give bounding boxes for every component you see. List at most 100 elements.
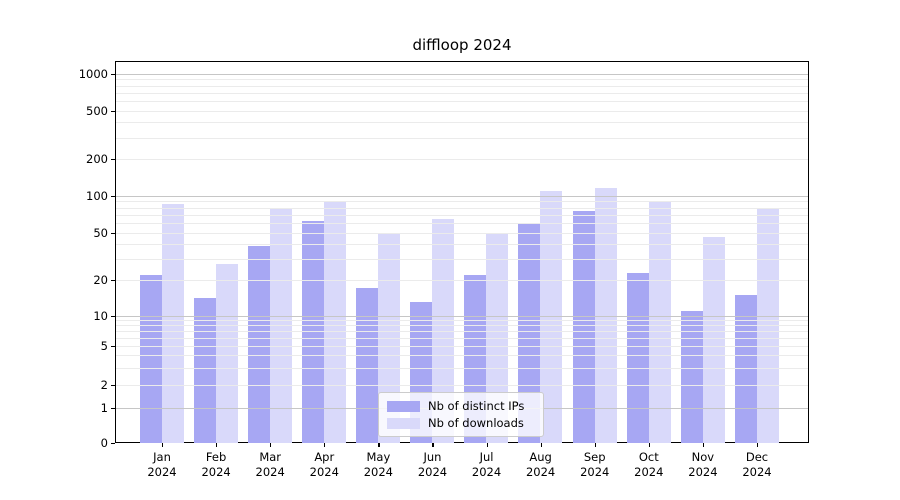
gridline-minor-6 (116, 337, 808, 339)
y-axis-tick-label-200: 200 (86, 152, 108, 166)
y-axis-tick-label-1: 1 (100, 401, 108, 415)
x-axis-tick-mark (270, 443, 272, 447)
legend-entry-downloads: Nb of downloads (387, 416, 535, 430)
gridline-minor-40 (116, 244, 808, 246)
bar-downloads-oct (648, 201, 671, 443)
gridline-minor-8 (116, 325, 808, 327)
bar-downloads-may (378, 232, 401, 443)
y-axis-tick-mark (111, 346, 115, 348)
bar-distinct-ips-feb (193, 298, 216, 443)
gridline-minor-700 (116, 92, 808, 94)
gridline-minor-60 (116, 223, 808, 225)
x-axis-tick-mark (757, 443, 759, 447)
chart-title: diffloop 2024 (412, 36, 512, 54)
x-axis-month-label-dec: Dec 2024 (742, 450, 772, 479)
y-axis-tick-mark (111, 159, 115, 161)
x-axis-month-label-mar: Mar 2024 (255, 450, 285, 479)
bar-downloads-sep (594, 188, 617, 443)
plot-area (115, 61, 809, 443)
x-axis-tick-mark (162, 443, 164, 447)
gridline-major-1000 (116, 73, 808, 75)
bar-distinct-ips-nov (680, 310, 703, 443)
y-axis-tick-mark (111, 316, 115, 318)
gridline-major-10 (116, 315, 808, 317)
x-axis-tick-mark (702, 443, 705, 447)
y-axis-tick-mark (111, 280, 115, 282)
legend-swatch-downloads-icon (387, 417, 420, 429)
gridline-minor-900 (116, 79, 808, 81)
x-axis-tick-mark (486, 443, 488, 447)
y-axis-tick-label-10: 10 (93, 309, 108, 323)
y-axis-tick-label-500: 500 (86, 104, 108, 118)
x-axis-tick-mark (378, 443, 380, 447)
bar-downloads-jan (161, 204, 184, 443)
x-axis-tick-mark (540, 443, 542, 447)
gridline-minor-50 (116, 232, 808, 234)
bar-downloads-mar (269, 207, 292, 443)
y-axis-tick-label-2: 2 (100, 378, 108, 392)
gridline-minor-5 (116, 345, 808, 347)
x-axis-tick-mark (216, 443, 218, 447)
legend-entry-distinct-ips: Nb of distinct IPs (387, 399, 535, 413)
gridline-minor-80 (116, 207, 808, 209)
x-axis-month-label-feb: Feb 2024 (201, 450, 231, 479)
gridline-minor-2 (116, 384, 808, 386)
y-axis-tick-label-20: 20 (93, 273, 108, 287)
x-axis-month-label-jul: Jul 2024 (471, 450, 502, 479)
bar-distinct-ips-may (356, 288, 379, 443)
y-axis-tick-label-100: 100 (86, 189, 108, 203)
y-axis-tick-mark (111, 196, 115, 198)
bar-distinct-ips-mar (247, 245, 270, 443)
x-axis-month-label-apr: Apr 2024 (309, 450, 339, 479)
gridline-minor-500 (116, 110, 808, 112)
bar-downloads-apr (324, 200, 347, 443)
gridline-minor-30 (116, 259, 808, 260)
bar-downloads-feb (215, 264, 238, 443)
x-axis-month-label-jun: Jun 2024 (417, 450, 448, 479)
y-axis-tick-mark (111, 233, 115, 235)
gridline-minor-70 (116, 214, 808, 216)
legend: Nb of distinct IPs Nb of downloads (378, 392, 544, 437)
gridline-minor-3 (116, 367, 808, 369)
gridline-minor-600 (116, 101, 808, 103)
y-axis-tick-label-0: 0 (100, 436, 108, 450)
y-axis-tick-mark (111, 408, 115, 410)
y-axis-tick-mark (111, 443, 115, 445)
legend-swatch-distinct-ips-icon (387, 400, 420, 412)
x-axis-tick-mark (594, 443, 596, 447)
bar-downloads-jun (432, 218, 455, 443)
x-axis-month-label-may: May 2024 (363, 450, 393, 479)
legend-label-downloads: Nb of downloads (428, 416, 524, 430)
bar-downloads-nov (702, 237, 725, 443)
x-axis-tick-mark (324, 443, 326, 447)
x-axis-month-label-nov: Nov 2024 (688, 450, 718, 479)
gridline-minor-300 (116, 137, 808, 139)
y-axis-tick-mark (111, 385, 115, 387)
gridline-minor-9 (116, 320, 808, 322)
y-axis-tick-label-50: 50 (93, 226, 108, 240)
gridline-minor-7 (116, 331, 808, 333)
x-axis-month-label-oct: Oct 2024 (634, 450, 664, 479)
bar-distinct-ips-dec (734, 294, 757, 443)
gridline-minor-20 (116, 279, 808, 281)
x-axis-month-label-sep: Sep 2024 (580, 450, 610, 479)
x-axis-tick-mark (432, 443, 434, 447)
x-axis-tick-mark (648, 443, 650, 447)
bar-distinct-ips-jan (139, 274, 162, 443)
gridline-major-100 (116, 195, 808, 197)
legend-label-distinct-ips: Nb of distinct IPs (428, 399, 525, 413)
gridline-minor-800 (116, 85, 808, 87)
gridline-minor-200 (116, 158, 808, 160)
y-axis-tick-label-5: 5 (100, 339, 108, 353)
bar-downloads-jul (486, 232, 509, 443)
x-axis-month-label-jan: Jan 2024 (147, 450, 177, 479)
y-axis-tick-mark (111, 74, 115, 76)
y-axis-tick-mark (111, 111, 115, 113)
bar-distinct-ips-oct (626, 272, 649, 443)
gridline-minor-90 (116, 201, 808, 203)
y-axis-tick-label-1000: 1000 (78, 67, 108, 81)
gridline-minor-4 (116, 355, 808, 357)
bar-distinct-ips-aug (518, 223, 541, 443)
x-axis-month-label-aug: Aug 2024 (525, 450, 556, 479)
gridline-minor-400 (116, 122, 808, 124)
